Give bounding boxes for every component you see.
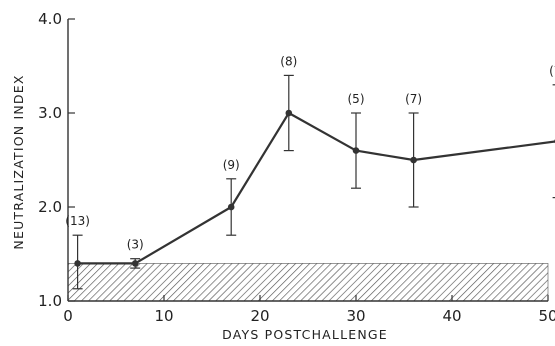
sample-size-labels: (13) (3) (9) (8) (5) (7) (7) [65, 54, 555, 251]
data-point [285, 109, 293, 117]
x-tick-label: 40 [442, 307, 461, 325]
data-point [410, 156, 417, 164]
sample-size-label: (7) [549, 64, 555, 78]
axes [67, 18, 549, 302]
data-point [227, 203, 235, 211]
data-point [74, 260, 81, 267]
y-tick-label: 3.0 [38, 104, 62, 122]
sample-size-label: (7) [405, 92, 422, 106]
x-tick-label: 10 [154, 307, 173, 325]
baseline-band [67, 263, 549, 302]
x-tick-label: 50 [538, 307, 555, 325]
series-line-layer [77, 111, 555, 265]
error-bar [552, 84, 555, 199]
x-tick-label: 30 [346, 307, 365, 325]
data-points [74, 109, 555, 267]
sample-size-label: (5) [348, 92, 365, 106]
y-tick-label: 2.0 [38, 198, 62, 216]
y-tick-label: 4.0 [38, 10, 62, 28]
baseline-band-layer [67, 263, 549, 302]
sample-size-label: (9) [223, 158, 240, 172]
sample-size-label: (8) [280, 54, 297, 68]
series-line [77, 111, 555, 265]
data-point [352, 147, 360, 154]
sample-size-label: (3) [127, 238, 144, 252]
y-tick-label: 1.0 [38, 292, 62, 310]
x-axis-title: DAYS POSTCHALLENGE [222, 327, 388, 342]
tick-labels: 1.0 2.0 3.0 4.0 0 10 20 30 40 50 [38, 10, 555, 325]
x-tick-label: 0 [63, 307, 73, 325]
y-axis-title: NEUTRALIZATION INDEX [11, 74, 26, 249]
sample-size-label: (13) [65, 214, 90, 228]
data-point [131, 260, 139, 267]
x-tick-label: 20 [250, 307, 269, 325]
